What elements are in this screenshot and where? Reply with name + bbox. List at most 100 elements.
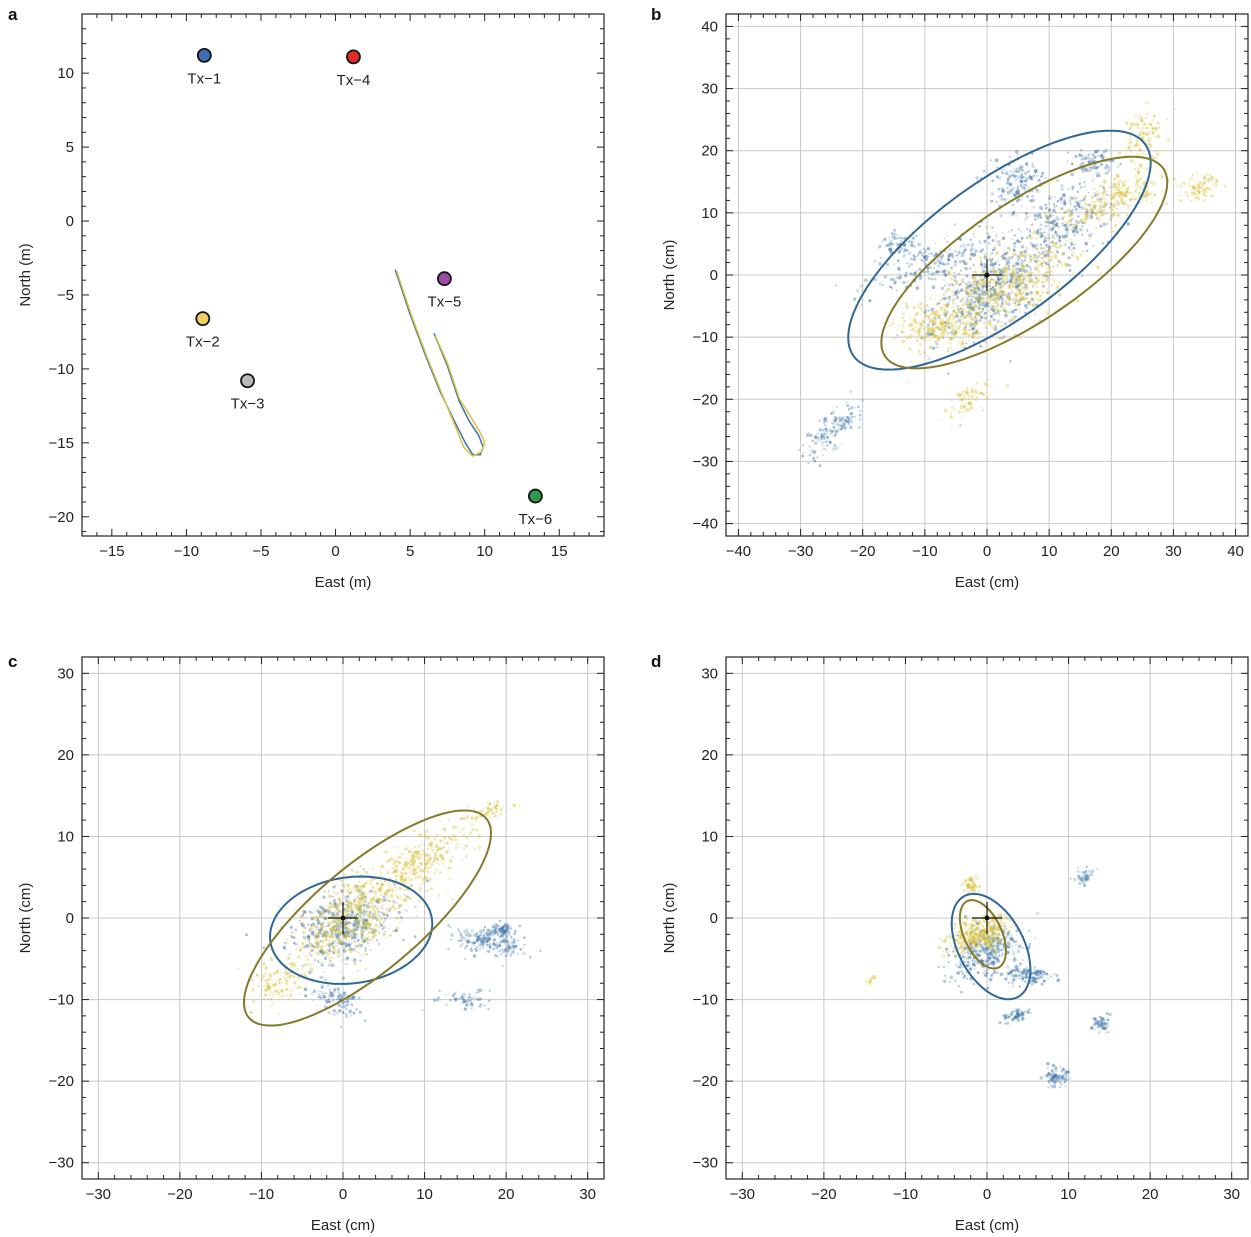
data-point — [1020, 176, 1023, 179]
data-point — [1136, 184, 1140, 188]
data-point — [1015, 178, 1018, 181]
data-point — [351, 926, 355, 930]
data-point — [888, 247, 892, 252]
data-point — [1061, 234, 1063, 236]
data-point — [1148, 144, 1153, 148]
data-point — [1001, 256, 1006, 261]
data-point — [1115, 173, 1120, 177]
data-point — [937, 258, 940, 261]
data-point — [1014, 279, 1018, 283]
data-point — [1012, 169, 1017, 174]
data-point — [332, 898, 336, 902]
data-point — [1037, 178, 1041, 183]
data-point — [1019, 274, 1022, 277]
data-point — [1065, 219, 1069, 223]
data-point — [950, 337, 954, 341]
data-point — [1022, 277, 1026, 281]
data-point — [1073, 243, 1077, 246]
data-point — [918, 333, 921, 337]
data-point — [1029, 175, 1033, 179]
data-point — [1089, 211, 1094, 215]
data-point — [335, 907, 339, 910]
data-point — [338, 932, 343, 937]
data-point — [335, 904, 338, 907]
data-point — [939, 323, 943, 326]
data-point — [1124, 151, 1127, 154]
data-point — [1009, 272, 1014, 277]
data-point — [1025, 162, 1028, 165]
data-point — [960, 253, 965, 258]
data-point — [1018, 179, 1021, 182]
data-point — [954, 250, 957, 253]
data-point — [943, 319, 947, 323]
data-point — [1114, 205, 1117, 208]
data-point — [905, 305, 909, 309]
data-point — [1008, 258, 1011, 261]
data-point — [351, 996, 356, 1001]
data-point — [1046, 249, 1050, 253]
data-point — [1012, 210, 1016, 214]
data-point — [1016, 286, 1018, 288]
data-point — [888, 247, 891, 250]
data-point — [1140, 176, 1144, 180]
data-point — [1040, 208, 1043, 211]
data-point — [971, 334, 974, 338]
data-point — [343, 934, 347, 939]
data-point — [342, 883, 346, 887]
x-tick-label: 5 — [406, 543, 414, 560]
data-point — [969, 307, 974, 312]
data-point — [360, 938, 364, 942]
data-point — [1116, 199, 1119, 203]
data-point — [298, 919, 301, 922]
data-point — [305, 943, 310, 948]
data-point — [1127, 188, 1130, 190]
data-point — [1153, 156, 1158, 160]
y-tick-label: −5 — [57, 287, 74, 304]
data-point — [413, 935, 417, 938]
data-point — [928, 318, 932, 323]
data-point — [978, 310, 982, 314]
data-point — [1129, 158, 1134, 163]
data-point — [881, 283, 884, 286]
data-point — [989, 287, 992, 290]
data-point — [1016, 299, 1019, 302]
data-point — [843, 427, 847, 430]
data-point — [948, 346, 952, 350]
data-point — [975, 332, 979, 336]
data-point — [902, 237, 906, 241]
data-point — [1129, 141, 1132, 144]
data-point — [450, 933, 455, 937]
data-point — [1030, 297, 1034, 301]
data-point — [1051, 219, 1055, 223]
data-point — [1085, 209, 1089, 214]
data-point — [989, 312, 992, 315]
data-point — [297, 943, 299, 946]
data-point — [1204, 187, 1208, 192]
data-point — [974, 409, 977, 412]
data-point — [1141, 152, 1145, 155]
data-point — [300, 963, 303, 966]
data-point — [1008, 285, 1012, 289]
data-point — [1043, 253, 1047, 258]
data-point — [1139, 178, 1142, 181]
data-point — [849, 411, 854, 416]
data-point — [465, 934, 468, 937]
data-point — [1036, 229, 1040, 232]
data-point — [1023, 176, 1026, 179]
data-point — [974, 304, 978, 307]
data-point — [1024, 285, 1027, 288]
data-point — [1029, 268, 1032, 271]
data-point — [523, 943, 526, 946]
data-point — [1065, 264, 1069, 268]
data-point — [1053, 219, 1057, 223]
data-point — [1043, 231, 1046, 234]
data-point — [970, 252, 974, 256]
data-point — [948, 252, 952, 256]
data-point — [900, 237, 903, 240]
data-point — [981, 281, 985, 285]
data-point — [1078, 205, 1081, 208]
data-point — [885, 262, 890, 267]
data-point — [1027, 302, 1031, 306]
data-point — [1021, 186, 1025, 190]
data-point — [1081, 249, 1086, 254]
